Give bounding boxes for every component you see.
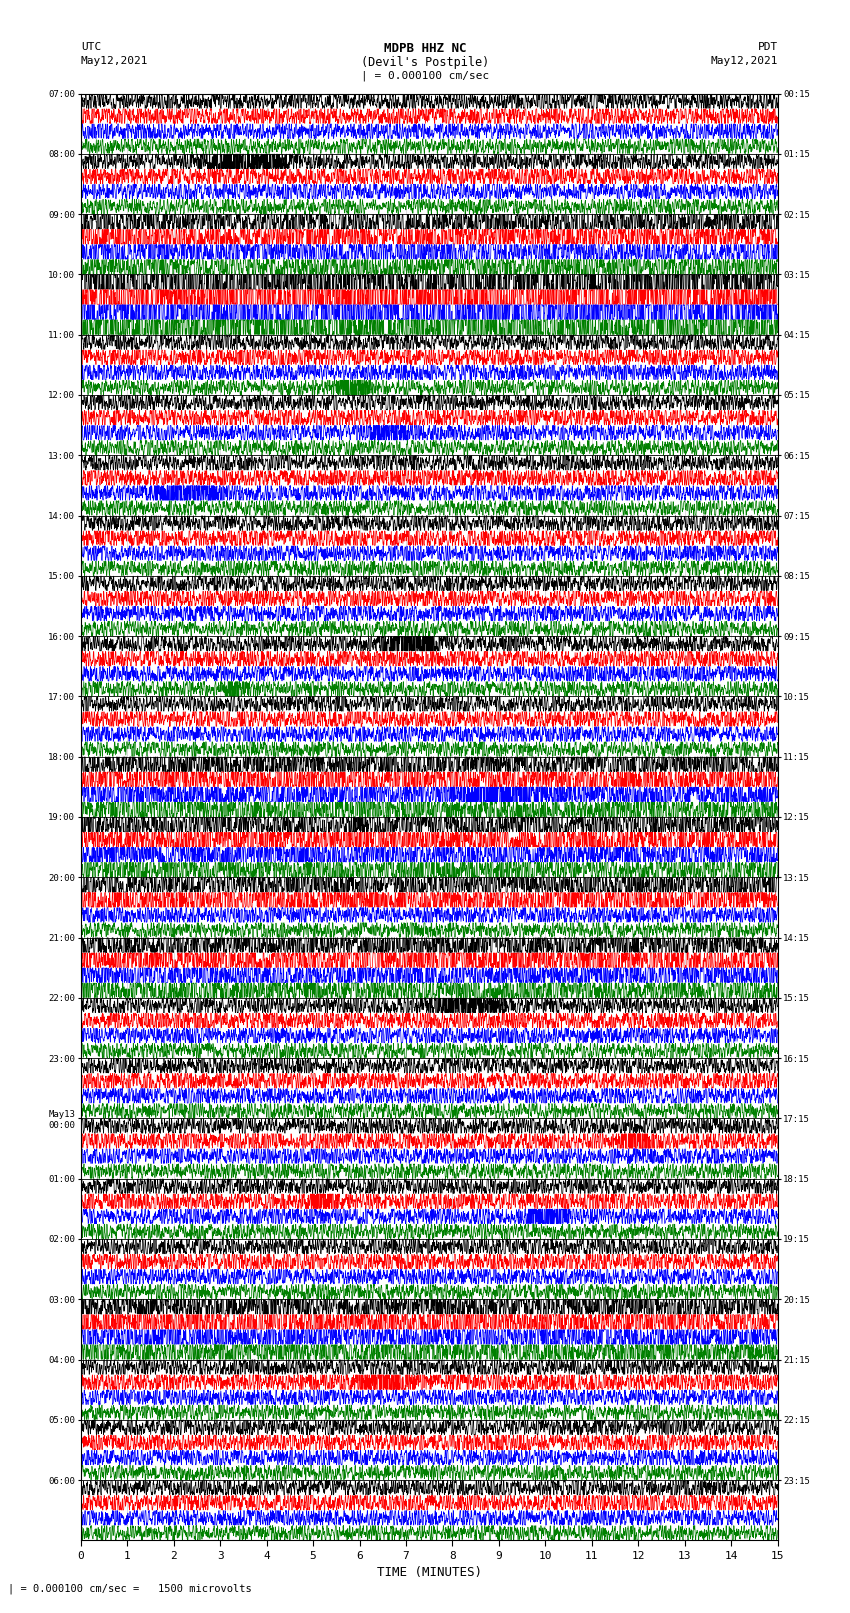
Text: May12,2021: May12,2021 <box>711 56 778 66</box>
Text: UTC: UTC <box>81 42 101 52</box>
Text: | = 0.000100 cm/sec: | = 0.000100 cm/sec <box>361 71 489 82</box>
Text: PDT: PDT <box>757 42 778 52</box>
Text: | = 0.000100 cm/sec =   1500 microvolts: | = 0.000100 cm/sec = 1500 microvolts <box>8 1582 252 1594</box>
Text: May12,2021: May12,2021 <box>81 56 148 66</box>
Text: MDPB HHZ NC: MDPB HHZ NC <box>383 42 467 55</box>
X-axis label: TIME (MINUTES): TIME (MINUTES) <box>377 1566 482 1579</box>
Text: (Devil's Postpile): (Devil's Postpile) <box>361 56 489 69</box>
